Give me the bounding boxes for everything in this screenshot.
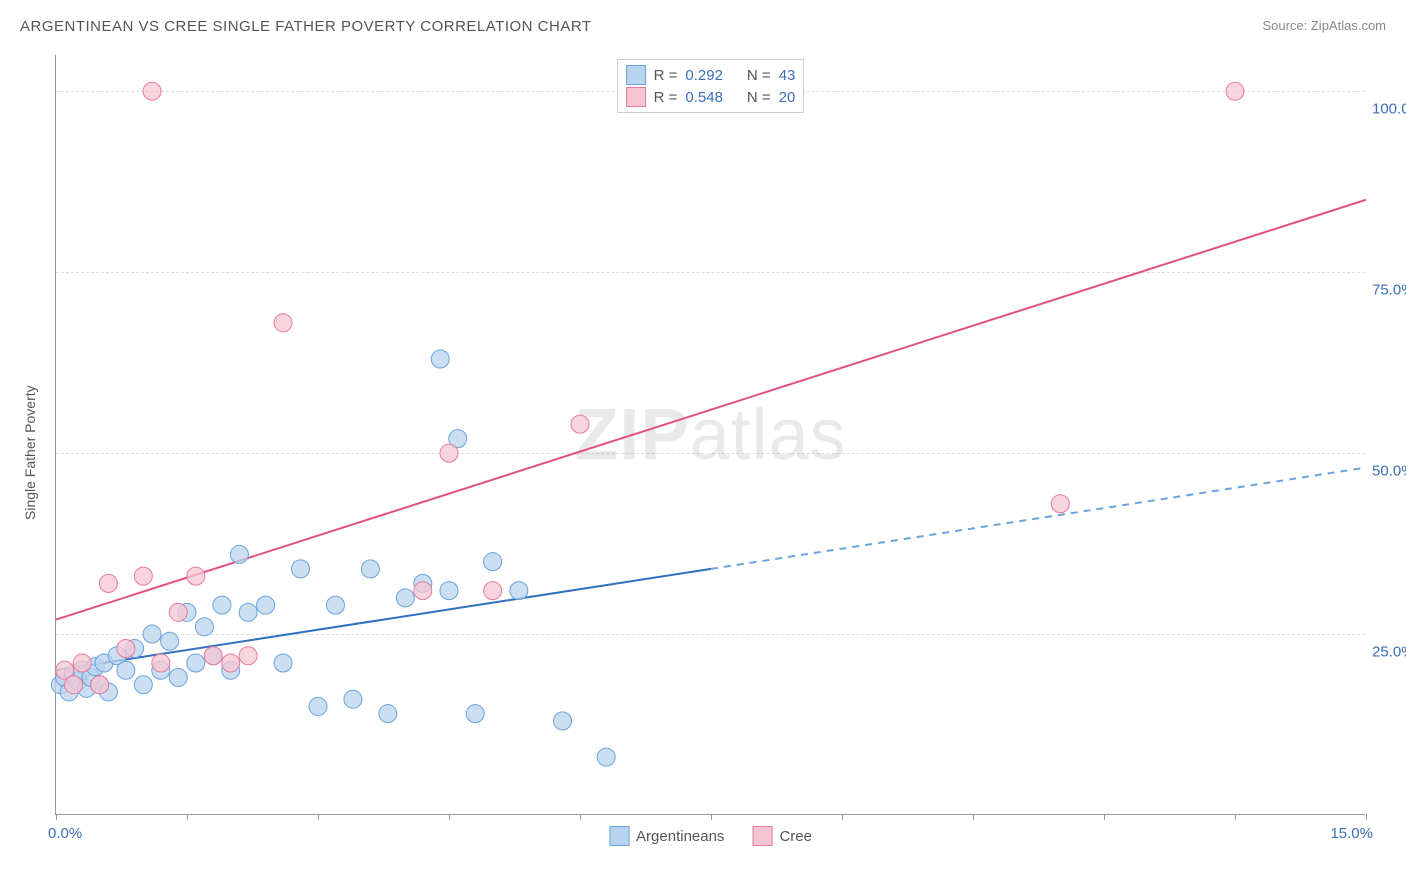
x-tick (973, 814, 974, 820)
legend-item-cree: Cree (752, 826, 812, 846)
legend-swatch-cree (752, 826, 772, 846)
x-tick (56, 814, 57, 820)
y-tick-label: 75.0% (1372, 282, 1406, 299)
x-tick (1104, 814, 1105, 820)
x-tick (711, 814, 712, 820)
legend-label: Cree (779, 828, 812, 845)
legend-item-argentineans: Argentineans (609, 826, 724, 846)
legend-stats-row-0: R = 0.292 N = 43 (626, 64, 796, 86)
n-label: N = (747, 67, 771, 84)
legend-stats-row-1: R = 0.548 N = 20 (626, 86, 796, 108)
chart-title: ARGENTINEAN VS CREE SINGLE FATHER POVERT… (20, 18, 592, 35)
legend-stats: R = 0.292 N = 43 R = 0.548 N = 20 (617, 59, 805, 113)
r-value: 0.548 (685, 89, 723, 106)
legend-swatch-argentineans (609, 826, 629, 846)
n-value: 20 (779, 89, 796, 106)
legend-label: Argentineans (636, 828, 724, 845)
r-label: R = (654, 67, 678, 84)
plot-area: ZIPatlas R = 0.292 N = 43 R = 0.548 N = … (55, 55, 1365, 815)
x-tick (1235, 814, 1236, 820)
x-tick (318, 814, 319, 820)
y-tick-label: 25.0% (1372, 644, 1406, 661)
source-label: Source: ZipAtlas.com (1262, 18, 1386, 33)
y-axis-label: Single Father Poverty (22, 385, 38, 520)
x-tick (580, 814, 581, 820)
legend-swatch-cree (626, 87, 646, 107)
y-tick-label: 100.0% (1372, 101, 1406, 118)
legend-series: Argentineans Cree (609, 826, 812, 846)
chart-svg (56, 55, 1365, 814)
r-value: 0.292 (685, 67, 723, 84)
r-label: R = (654, 89, 678, 106)
x-tick (1366, 814, 1367, 820)
y-tick-label: 50.0% (1372, 463, 1406, 480)
n-label: N = (747, 89, 771, 106)
x-axis-min-label: 0.0% (48, 825, 82, 842)
x-tick (842, 814, 843, 820)
x-tick (187, 814, 188, 820)
n-value: 43 (779, 67, 796, 84)
x-axis-max-label: 15.0% (1330, 825, 1373, 842)
x-tick (449, 814, 450, 820)
legend-swatch-argentineans (626, 65, 646, 85)
